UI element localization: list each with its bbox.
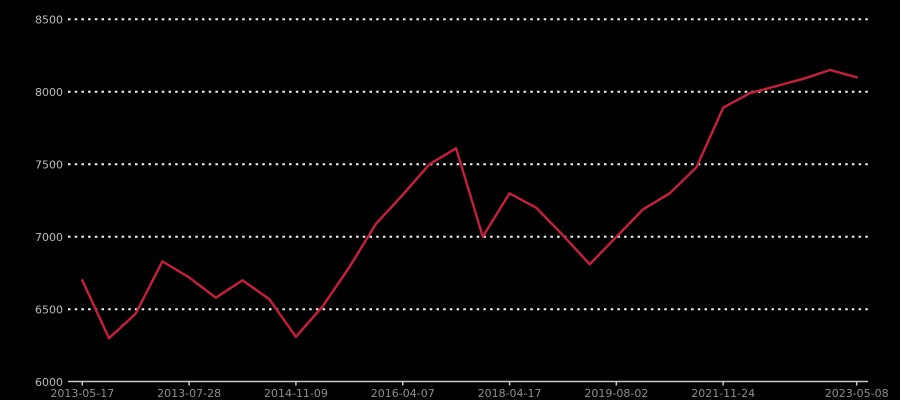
x-tick-label: 2014-11-09 (264, 387, 328, 400)
x-tick-label: 2016-04-07 (371, 387, 435, 400)
series-line (81, 68, 858, 340)
y-tick-label: 7000 (35, 231, 63, 244)
x-tick-label: 2023-05-08 (825, 387, 889, 400)
y-tick-label: 8000 (35, 86, 63, 99)
y-tick-label: 7500 (35, 158, 63, 171)
y-tick-label: 6000 (35, 376, 63, 389)
x-tick-label: 2018-04-17 (478, 387, 542, 400)
x-tick-label: 2021-11-24 (691, 387, 755, 400)
y-tick-label: 8500 (35, 13, 63, 26)
x-tick-label: 2019-08-02 (584, 387, 648, 400)
y-tick-label: 6500 (35, 303, 63, 316)
x-tick-label: 2013-07-28 (157, 387, 221, 400)
x-tick-label: 2013-05-17 (50, 387, 114, 400)
